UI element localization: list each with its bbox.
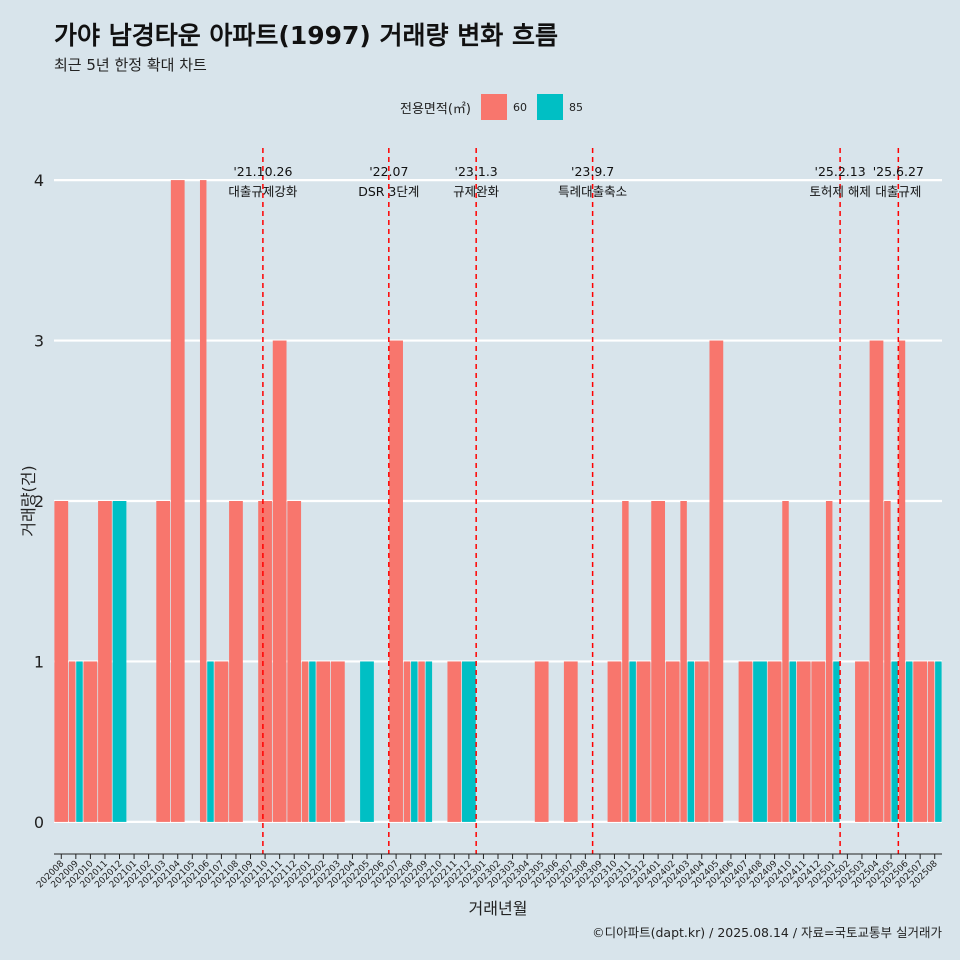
bar-202211-60: [447, 661, 462, 822]
y-tick-label: 2: [34, 492, 44, 511]
legend-key-60: [480, 94, 507, 120]
event-date-label: '25.6.27: [873, 164, 924, 179]
bar-202504-60: [869, 340, 884, 822]
bar-202411-60: [796, 661, 811, 822]
bar-202312-60: [636, 661, 651, 822]
bar-202012-85: [112, 501, 127, 822]
bar-202110-60: [258, 501, 272, 822]
bar-202409-60: [767, 661, 782, 822]
legend: 전용면적(㎡) 60 85: [400, 93, 593, 121]
legend-key-85: [536, 94, 563, 120]
event-name-label: 대출규제강화: [228, 184, 298, 199]
bar-202403-60: [680, 501, 687, 822]
event-date-label: '23.1.3: [455, 164, 498, 179]
bar-202201-60: [301, 661, 309, 822]
bar-202106-60: [199, 180, 207, 822]
event-date-label: '25.2.13: [815, 164, 866, 179]
bar-202011-60: [98, 501, 112, 822]
chart-title: 가야 남경타운 아파트(1997) 거래량 변화 흐름: [54, 21, 558, 50]
bar-202506-85: [906, 661, 913, 822]
bar-202108-60: [229, 501, 243, 822]
bar-202311-85: [629, 661, 636, 822]
bar-202506-60: [898, 340, 906, 822]
bar-202009-85: [76, 661, 83, 822]
bar-202402-60: [665, 661, 680, 822]
y-tick-label: 4: [34, 171, 44, 190]
bar-202405-60: [709, 340, 724, 822]
bar-202410-85: [789, 661, 797, 822]
bar-202407-60: [738, 661, 753, 822]
bar-202311-60: [622, 501, 629, 822]
y-tick-label: 1: [34, 652, 44, 671]
bar-202212-85: [462, 661, 476, 822]
event-name-label: 특례대출축소: [558, 184, 627, 199]
bar-202507-60: [913, 661, 928, 822]
bar-202207-60: [389, 340, 403, 822]
y-tick-label: 3: [34, 332, 44, 351]
bar-202209-85: [425, 661, 433, 822]
bar-202503-60: [855, 661, 869, 822]
event-name-label: 규제완화: [453, 184, 500, 199]
bar-202208-60: [403, 661, 411, 822]
bar-202403-85: [687, 661, 695, 822]
x-axis-title: 거래년월: [469, 899, 528, 918]
bar-202203-60: [330, 661, 345, 822]
legend-title: 전용면적(㎡): [400, 101, 471, 117]
bar-202305-60: [534, 661, 549, 822]
bar-202310-60: [607, 661, 622, 822]
bar-202010-60: [83, 661, 98, 822]
bar-202408-85: [753, 661, 767, 822]
bar-202404-60: [694, 661, 709, 822]
event-name-label: 대출규제: [875, 184, 921, 199]
bar-202008-60: [54, 501, 69, 822]
bar-202208-85: [411, 661, 418, 822]
bar-202501-60: [825, 501, 833, 822]
bar-202107-60: [214, 661, 229, 822]
event-name-label: DSR 3단계: [358, 184, 419, 199]
legend-label-60: 60: [512, 100, 527, 114]
bar-202307-60: [563, 661, 578, 822]
event-date-label: '21.10.26: [233, 164, 292, 179]
y-tick-label: 0: [34, 813, 44, 832]
bar-202410-60: [782, 501, 789, 822]
event-date-label: '23.9.7: [571, 164, 614, 179]
source-caption: ©디아파트(dapt.kr) / 2025.08.14 / 자료=국토교통부 실…: [592, 925, 942, 940]
bar-202508-85: [935, 661, 942, 822]
bar-202205-85: [360, 661, 374, 822]
event-name-label: 토허제 해제: [809, 184, 870, 199]
bar-202401-60: [651, 501, 666, 822]
bar-202505-85: [891, 661, 898, 822]
bar-202202-60: [316, 661, 331, 822]
bar-202201-85: [309, 661, 316, 822]
bar-202104-60: [170, 180, 185, 822]
legend-label-85: 85: [568, 100, 583, 114]
bar-202111-60: [272, 340, 287, 822]
bar-202009-60: [68, 661, 76, 822]
bar-202106-85: [207, 661, 214, 822]
bar-202505-60: [884, 501, 891, 822]
bar-202209-60: [418, 661, 425, 822]
bar-202508-60: [927, 661, 935, 822]
event-date-label: '22.07: [369, 164, 408, 179]
chart-subtitle: 최근 5년 한정 확대 차트: [54, 56, 207, 74]
y-axis-title: 거래량(건): [19, 465, 38, 536]
bar-202112-60: [287, 501, 302, 822]
bar-202103-60: [156, 501, 171, 822]
bar-202501-85: [833, 661, 840, 822]
bar-202412-60: [811, 661, 826, 822]
